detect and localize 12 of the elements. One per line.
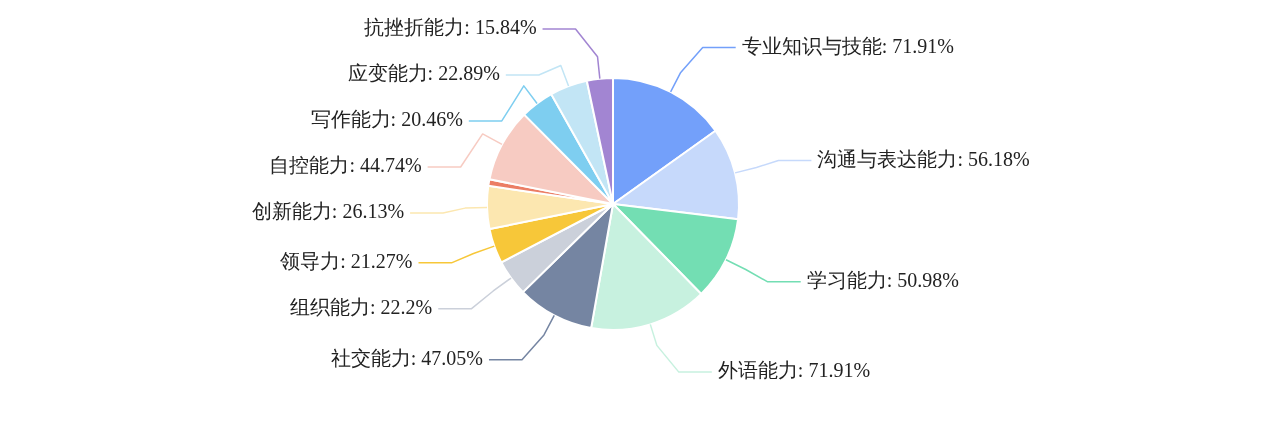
slice-label: 应变能力: 22.89%: [347, 62, 500, 85]
slice-label: 外语能力: 71.91%: [717, 359, 871, 382]
slice-label: 创新能力: 26.13%: [251, 200, 405, 223]
slice-label: 抗挫折能力: 15.84%: [364, 16, 537, 39]
slice-label: 社交能力: 47.05%: [330, 346, 483, 369]
slice-label: 自控能力: 44.74%: [269, 154, 422, 177]
slice-label: 学习能力: 50.98%: [806, 269, 959, 292]
slice-label: 专业知识与技能: 71.91%: [741, 34, 954, 57]
slice-label: 沟通与表达能力: 56.18%: [817, 147, 1030, 170]
slice-label: 写作能力: 20.46%: [310, 108, 463, 131]
slice-label: 领导力: 21.27%: [280, 250, 413, 273]
slice-label: 组织能力: 22.2%: [290, 296, 433, 319]
